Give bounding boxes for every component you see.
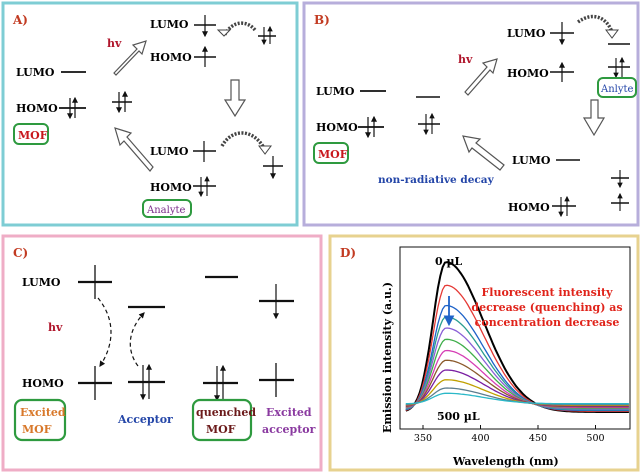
analyte-levels-bottom <box>263 156 283 180</box>
top-concentration-label: 0 µL <box>435 255 463 268</box>
panel-c-frame <box>1 234 323 472</box>
panel-d-frame <box>328 234 640 472</box>
c-excitation-dashed <box>97 297 112 367</box>
chart-x-axis-label: Wavelength (nm) <box>452 455 559 468</box>
chart-ticks: 350 400 450 500 <box>414 425 605 444</box>
b-middle-homo-pair <box>418 112 440 136</box>
emission-curve-8 <box>405 359 629 408</box>
b-excited-homo-label: HOMO <box>507 67 549 80</box>
panel-a-label: A) <box>12 13 28 27</box>
bottom-concentration-label: 500 µL <box>437 410 480 423</box>
c-excited-acceptor-line2: acceptor <box>262 423 316 436</box>
emission-chart: 350 400 450 500 Emission intensity (a.u.) W… <box>381 246 631 468</box>
b-analyte-highlight-box <box>597 77 637 98</box>
emission-curve-10 <box>405 379 629 406</box>
excited-lumo-label: LUMO <box>150 18 189 31</box>
c-quenched-homo-pair <box>214 364 226 402</box>
mof-label: MOF <box>18 129 48 142</box>
x-tick-label: 450 <box>529 433 547 444</box>
c-quenched-mof-box <box>191 398 253 442</box>
x-tick-label: 350 <box>414 433 432 444</box>
down-arrow <box>223 79 247 118</box>
c-excited-acceptor-line1: Excited <box>266 406 312 419</box>
b-non-radiative-arrow <box>462 135 505 171</box>
excited-homo-label: HOMO <box>150 51 192 64</box>
c-lumo-label: LUMO <box>22 276 61 289</box>
b-analyte-homo-pair <box>608 56 630 79</box>
transfer-arrowhead-bottom <box>258 145 272 155</box>
panel-d-label: D) <box>340 246 356 260</box>
panel-c-label: C) <box>13 246 28 260</box>
emission-curve-12 <box>405 392 629 405</box>
b-analyte-lower-levels <box>611 170 629 211</box>
b-lower-homo-pair <box>558 195 570 218</box>
lower-homo-label: HOMO <box>150 181 192 194</box>
annotation-line-3: concentration decrease <box>475 316 620 329</box>
b-mof-lumo-label: LUMO <box>316 85 355 98</box>
b-non-radiative-label: non-radiative decay <box>378 174 495 186</box>
b-transfer-curve <box>576 14 614 33</box>
middle-level-pair <box>112 90 132 114</box>
return-arrow <box>114 127 154 172</box>
b-analyte-label: Anlyte <box>600 84 634 95</box>
panel-b-label: B) <box>314 13 330 27</box>
lower-homo-pair <box>198 175 210 198</box>
b-mof-homo-label: HOMO <box>316 121 358 134</box>
analyte-levels-top <box>258 25 276 46</box>
emission-curve-4 <box>405 316 629 411</box>
mof-lumo-label: LUMO <box>16 66 55 79</box>
panel-a: A) LUMO HOMO MOF hv LUMO HOMO <box>1 1 299 227</box>
panel-b: B) LUMO HOMO MOF hv LUMO HOMO <box>302 1 640 227</box>
emission-curve-6 <box>405 338 629 409</box>
c-hv-label: hv <box>48 321 63 334</box>
analyte-label: Analyte <box>146 205 185 216</box>
mof-homo-label: HOMO <box>16 102 58 115</box>
c-excited-mof-box <box>13 398 67 442</box>
x-tick-label: 500 <box>586 433 604 444</box>
b-hv-label: hv <box>458 53 473 66</box>
mof-homo-electron-pair <box>67 96 78 120</box>
annotation-line-1: Fluorescent intensity <box>481 286 613 299</box>
b-mof-homo-pair <box>365 115 377 139</box>
analyte-highlight-box <box>142 199 192 218</box>
b-mof-highlight-box <box>313 142 349 164</box>
c-quenched-mof-line2: MOF <box>206 423 236 436</box>
electron-transfer-curve-bottom <box>220 131 267 151</box>
transfer-arrowhead-top <box>216 29 232 37</box>
c-acceptor-homo-pair <box>140 363 152 401</box>
c-homo-label: HOMO <box>22 377 64 390</box>
c-acceptor-label: Acceptor <box>117 413 173 426</box>
b-lower-homo-label: HOMO <box>508 201 550 214</box>
chart-y-axis-label: Emission intensity (a.u.) <box>381 282 394 433</box>
b-mof-label: MOF <box>318 148 348 161</box>
c-excited-mof-line2: MOF <box>22 423 52 436</box>
panel-b-frame <box>302 1 640 227</box>
emission-curve-1 <box>405 261 629 413</box>
c-transfer-dashed <box>129 312 145 367</box>
c-excited-mof-line1: Excited <box>20 406 66 419</box>
panel-c: C) LUMO HOMO hv Excited MOF Acceptor <box>1 234 323 472</box>
b-excitation-arrow <box>464 58 498 96</box>
emission-curve-9 <box>405 369 629 407</box>
electron-transfer-curve-top <box>222 21 257 37</box>
emission-curve-7 <box>405 349 629 409</box>
panel-a-frame <box>1 1 299 227</box>
b-transfer-arrowhead <box>605 29 619 39</box>
c-quenched-mof-line1: quenched <box>196 406 256 419</box>
emission-curve-5 <box>405 327 629 410</box>
x-tick-label: 400 <box>471 433 489 444</box>
b-down-arrow <box>582 99 606 137</box>
lower-lumo-label: LUMO <box>150 145 189 158</box>
annotation-line-2: decrease (quenching) as <box>471 301 622 314</box>
emission-curve-2 <box>405 284 629 412</box>
b-excited-lumo-label: LUMO <box>507 27 546 40</box>
hv-label: hv <box>107 37 122 50</box>
chart-curves <box>405 261 629 413</box>
emission-curve-3 <box>405 304 629 412</box>
excitation-arrow <box>113 40 147 76</box>
panel-d: D) 350 400 450 500 Emission intensity (a.u.… <box>328 234 640 472</box>
b-lower-lumo-label: LUMO <box>512 154 551 167</box>
mof-highlight-box <box>13 123 49 145</box>
